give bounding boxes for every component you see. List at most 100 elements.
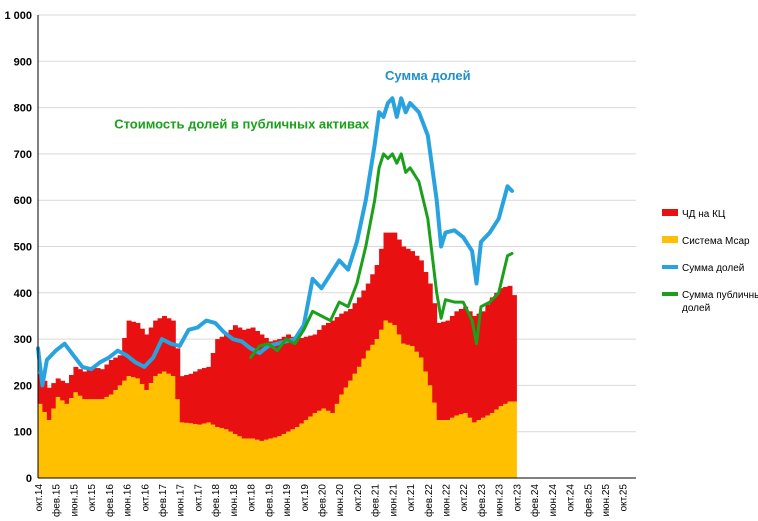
bar-sistema-msar xyxy=(339,394,345,478)
x-tick-label: окт.21 xyxy=(406,484,417,512)
y-tick-label: 200 xyxy=(14,380,32,392)
legend-entry: Сумма долей xyxy=(662,263,744,274)
x-tick-label: окт.17 xyxy=(193,484,204,512)
bar-chd-na-kc xyxy=(365,283,371,351)
bar-chd-na-kc xyxy=(454,311,460,416)
bar-chd-na-kc xyxy=(241,329,247,439)
bar-chd-na-kc xyxy=(352,303,358,374)
bar-chd-na-kc xyxy=(348,309,354,381)
bar-sistema-msar xyxy=(436,420,442,478)
bar-chd-na-kc xyxy=(201,368,207,424)
bar-sistema-msar xyxy=(432,402,438,478)
bar-sistema-msar xyxy=(55,396,61,478)
bar-sistema-msar xyxy=(166,373,172,478)
x-tick-label: июн.23 xyxy=(495,484,506,517)
bar-chd-na-kc xyxy=(77,369,83,396)
bar-sistema-msar xyxy=(445,420,451,478)
bar-chd-na-kc xyxy=(228,329,234,432)
bar-chd-na-kc xyxy=(38,373,43,404)
bar-chd-na-kc xyxy=(303,336,309,421)
x-tick-label: окт.20 xyxy=(353,484,364,512)
bar-sistema-msar xyxy=(69,398,74,478)
y-tick-label: 400 xyxy=(14,288,32,300)
y-tick-label: 1 000 xyxy=(4,10,32,22)
bar-sistema-msar xyxy=(135,378,141,478)
bar-sistema-msar xyxy=(427,385,433,478)
bar-sistema-msar xyxy=(215,427,221,478)
bar-chd-na-kc xyxy=(392,232,398,326)
bar-sistema-msar xyxy=(299,423,305,478)
bar-sistema-msar xyxy=(64,403,70,478)
bar-sistema-msar xyxy=(321,408,327,478)
bar-sistema-msar xyxy=(193,424,198,478)
y-tick-label: 500 xyxy=(14,242,32,254)
bar-chd-na-kc xyxy=(325,322,331,411)
bar-chd-na-kc xyxy=(64,383,70,404)
bar-chd-na-kc xyxy=(427,283,433,386)
x-tick-label: фев.22 xyxy=(423,484,435,517)
bar-sistema-msar xyxy=(255,439,260,478)
bar-chd-na-kc xyxy=(193,371,198,425)
bar-chd-na-kc xyxy=(286,334,291,432)
bar-sistema-msar xyxy=(489,413,495,478)
bar-sistema-msar xyxy=(100,399,105,478)
bar-sistema-msar xyxy=(392,325,398,478)
x-tick-label: окт.18 xyxy=(247,484,258,512)
bar-chd-na-kc xyxy=(436,322,442,421)
bar-chd-na-kc xyxy=(126,320,132,377)
bar-sistema-msar xyxy=(259,440,265,478)
legend-entry: Система Мсар xyxy=(662,236,750,247)
bar-sistema-msar xyxy=(170,376,176,478)
bar-sistema-msar xyxy=(485,415,491,478)
bar-sistema-msar xyxy=(418,357,424,478)
bar-chd-na-kc xyxy=(441,321,447,421)
bar-chd-na-kc xyxy=(503,287,509,404)
bar-chd-na-kc xyxy=(281,336,287,435)
bar-chd-na-kc xyxy=(383,232,389,321)
legend-swatch xyxy=(662,209,678,216)
bar-sistema-msar xyxy=(312,413,318,478)
x-tick-label: фев.21 xyxy=(370,484,382,517)
x-tick-label: июн.17 xyxy=(176,484,187,517)
x-axis-ticks: окт.14 фев.15 июн.15 окт.15 фев.16 июн.16 окт.… xyxy=(34,484,630,517)
bar-chd-na-kc xyxy=(343,311,349,388)
bar-sistema-msar xyxy=(153,376,159,478)
x-tick-label: окт.15 xyxy=(87,484,98,512)
x-tick-label: июн.20 xyxy=(335,484,346,517)
bar-chd-na-kc xyxy=(361,290,367,359)
bar-chd-na-kc xyxy=(69,374,74,399)
annotation-public-assets: Стоимость долей в публичных активах xyxy=(114,116,370,131)
bar-chd-na-kc xyxy=(294,339,300,428)
bar-chd-na-kc xyxy=(170,320,176,377)
bar-chd-na-kc xyxy=(246,328,252,439)
bar-chd-na-kc xyxy=(414,255,420,352)
bar-sistema-msar xyxy=(232,434,238,478)
bar-chd-na-kc xyxy=(82,371,88,400)
bar-chd-na-kc xyxy=(188,373,194,424)
bar-chd-na-kc xyxy=(210,352,216,425)
x-tick-label: фев.25 xyxy=(582,484,594,517)
bar-chd-na-kc xyxy=(250,327,256,439)
bar-sistema-msar xyxy=(126,376,132,478)
bar-chd-na-kc xyxy=(135,322,141,379)
bar-chd-na-kc xyxy=(175,348,181,400)
bar-sistema-msar xyxy=(263,439,269,478)
bar-sistema-msar xyxy=(197,424,203,478)
y-tick-label: 900 xyxy=(14,56,32,68)
legend-label: Сумма долей xyxy=(682,263,744,274)
bar-sistema-msar xyxy=(272,437,278,478)
x-tick-label: фев.20 xyxy=(316,484,328,517)
bar-sistema-msar xyxy=(352,373,358,478)
bar-sistema-msar xyxy=(51,408,57,478)
bar-chd-na-kc xyxy=(272,340,278,438)
bar-chd-na-kc xyxy=(374,265,380,340)
y-tick-label: 300 xyxy=(14,334,32,346)
bar-chd-na-kc xyxy=(232,325,238,435)
bar-sistema-msar xyxy=(361,358,367,478)
bar-chd-na-kc xyxy=(401,246,407,344)
bar-chd-na-kc xyxy=(290,336,296,430)
bar-sistema-msar xyxy=(277,436,283,478)
bar-sistema-msar xyxy=(356,366,362,478)
bar-chd-na-kc xyxy=(237,327,243,437)
